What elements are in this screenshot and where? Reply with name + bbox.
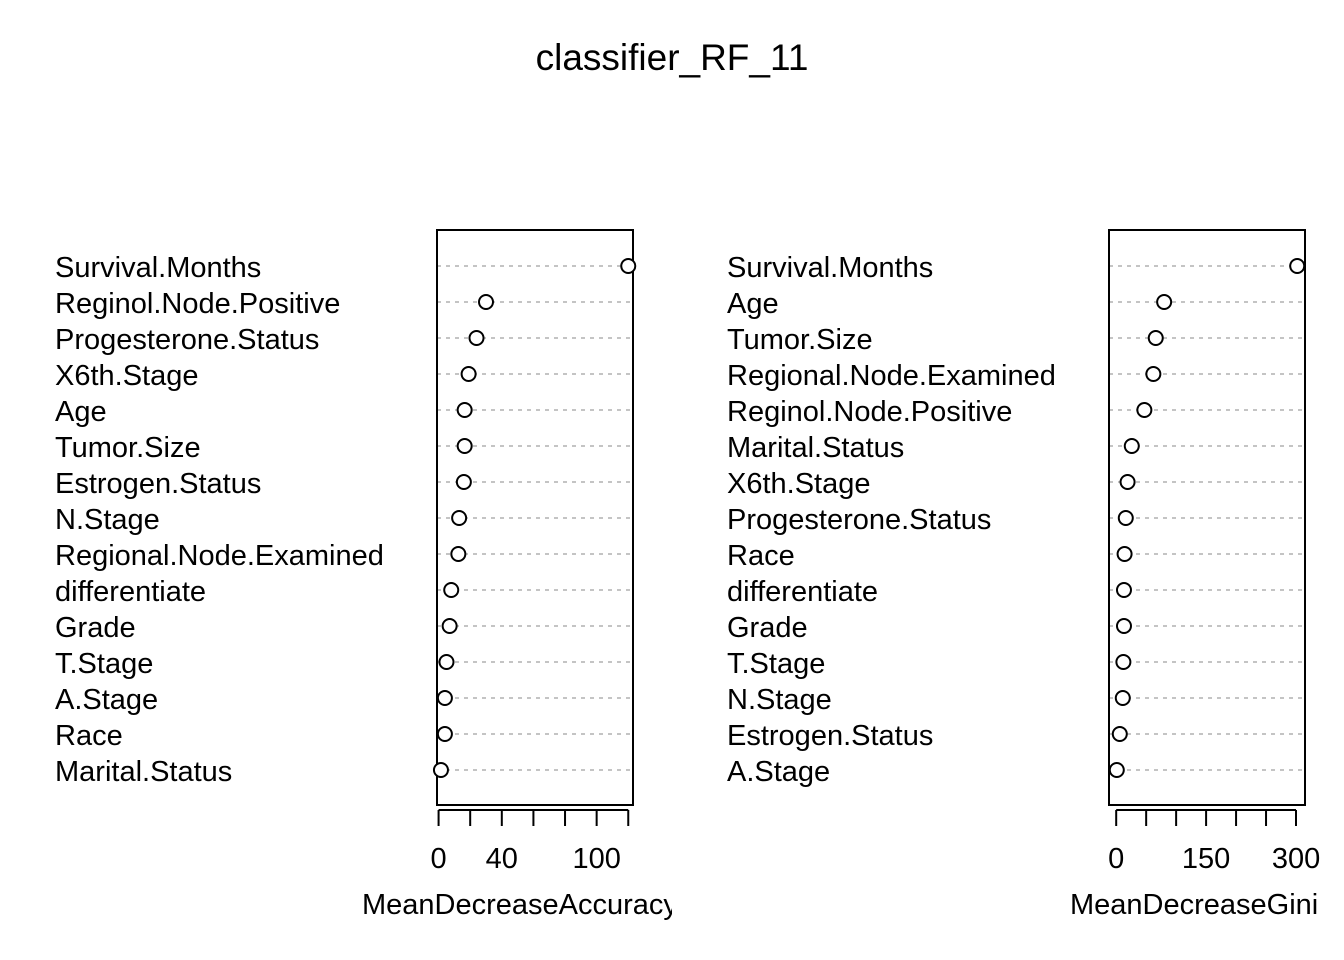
category-label: Race bbox=[55, 720, 123, 752]
data-point bbox=[451, 510, 468, 526]
category-label: X6th.Stage bbox=[55, 360, 199, 392]
x-tick-label: 150 bbox=[1182, 843, 1230, 875]
data-point bbox=[1115, 582, 1132, 598]
category-label: Progesterone.Status bbox=[727, 504, 991, 536]
category-label: Survival.Months bbox=[727, 252, 933, 284]
data-point bbox=[436, 726, 453, 742]
data-point bbox=[443, 582, 460, 598]
category-label: Race bbox=[727, 540, 795, 572]
x-tick-label: 40 bbox=[486, 843, 518, 875]
data-point bbox=[456, 438, 473, 454]
category-label: Tumor.Size bbox=[55, 432, 201, 464]
data-point bbox=[455, 474, 472, 490]
data-point bbox=[1136, 402, 1153, 418]
data-point bbox=[1108, 762, 1125, 778]
category-label: Reginol.Node.Positive bbox=[55, 288, 340, 320]
x-axis-label: MeanDecreaseGini bbox=[1070, 889, 1318, 921]
category-label: differentiate bbox=[55, 576, 206, 608]
category-label: Grade bbox=[55, 612, 136, 644]
data-point bbox=[468, 330, 485, 346]
category-label: differentiate bbox=[727, 576, 878, 608]
category-label: Marital.Status bbox=[727, 432, 904, 464]
data-point bbox=[456, 402, 473, 418]
category-label: N.Stage bbox=[55, 504, 160, 536]
category-label: A.Stage bbox=[727, 756, 830, 788]
data-point bbox=[1123, 438, 1140, 454]
data-point bbox=[478, 294, 494, 310]
category-label: X6th.Stage bbox=[727, 468, 871, 500]
category-label: Reginol.Node.Positive bbox=[727, 396, 1012, 428]
data-point bbox=[1289, 258, 1306, 274]
data-point bbox=[1117, 510, 1134, 526]
data-point bbox=[441, 618, 458, 634]
data-point bbox=[1119, 474, 1136, 490]
x-tick-label: 0 bbox=[431, 843, 447, 875]
x-tick-label: 300 bbox=[1272, 843, 1320, 875]
data-point bbox=[1116, 546, 1133, 562]
data-point bbox=[460, 366, 477, 382]
category-label: Regional.Node.Examined bbox=[55, 540, 384, 572]
data-point bbox=[432, 762, 449, 778]
data-point bbox=[450, 546, 467, 562]
category-label: Age bbox=[727, 288, 779, 320]
plot-frame bbox=[436, 229, 634, 806]
category-label: Survival.Months bbox=[55, 252, 261, 284]
data-point bbox=[1115, 654, 1132, 670]
data-point bbox=[436, 690, 453, 706]
category-label: Grade bbox=[727, 612, 808, 644]
panel-mean-decrease-gini: Survival.Months Age Tumor.Size Regional.Nod… bbox=[727, 229, 1320, 921]
category-label: Tumor.Size bbox=[727, 324, 873, 356]
category-label: Estrogen.Status bbox=[727, 720, 933, 752]
x-axis-label: MeanDecreaseAccuracy bbox=[362, 889, 678, 921]
category-label: A.Stage bbox=[55, 684, 158, 716]
plot-frame bbox=[1108, 229, 1306, 806]
x-tick-label: 100 bbox=[572, 843, 620, 875]
category-label: Age bbox=[55, 396, 107, 428]
category-label: N.Stage bbox=[727, 684, 832, 716]
chart-title: classifier_RF_11 bbox=[536, 37, 809, 78]
category-label: Progesterone.Status bbox=[55, 324, 319, 356]
data-point bbox=[438, 654, 455, 670]
category-label: T.Stage bbox=[55, 648, 153, 680]
category-label: Estrogen.Status bbox=[55, 468, 261, 500]
panel-mean-decrease-accuracy: Survival.Months Reginol.Node.Positive Prog… bbox=[55, 229, 678, 921]
data-point bbox=[1147, 330, 1164, 346]
category-label: T.Stage bbox=[727, 648, 825, 680]
data-point bbox=[1115, 618, 1132, 634]
data-point bbox=[1156, 294, 1173, 310]
category-label: Marital.Status bbox=[55, 756, 232, 788]
x-tick-label: 0 bbox=[1108, 843, 1124, 875]
data-point bbox=[620, 258, 637, 274]
data-point bbox=[1145, 366, 1162, 382]
category-label: Regional.Node.Examined bbox=[727, 360, 1056, 392]
data-point bbox=[1111, 726, 1128, 742]
data-point bbox=[1114, 690, 1131, 706]
